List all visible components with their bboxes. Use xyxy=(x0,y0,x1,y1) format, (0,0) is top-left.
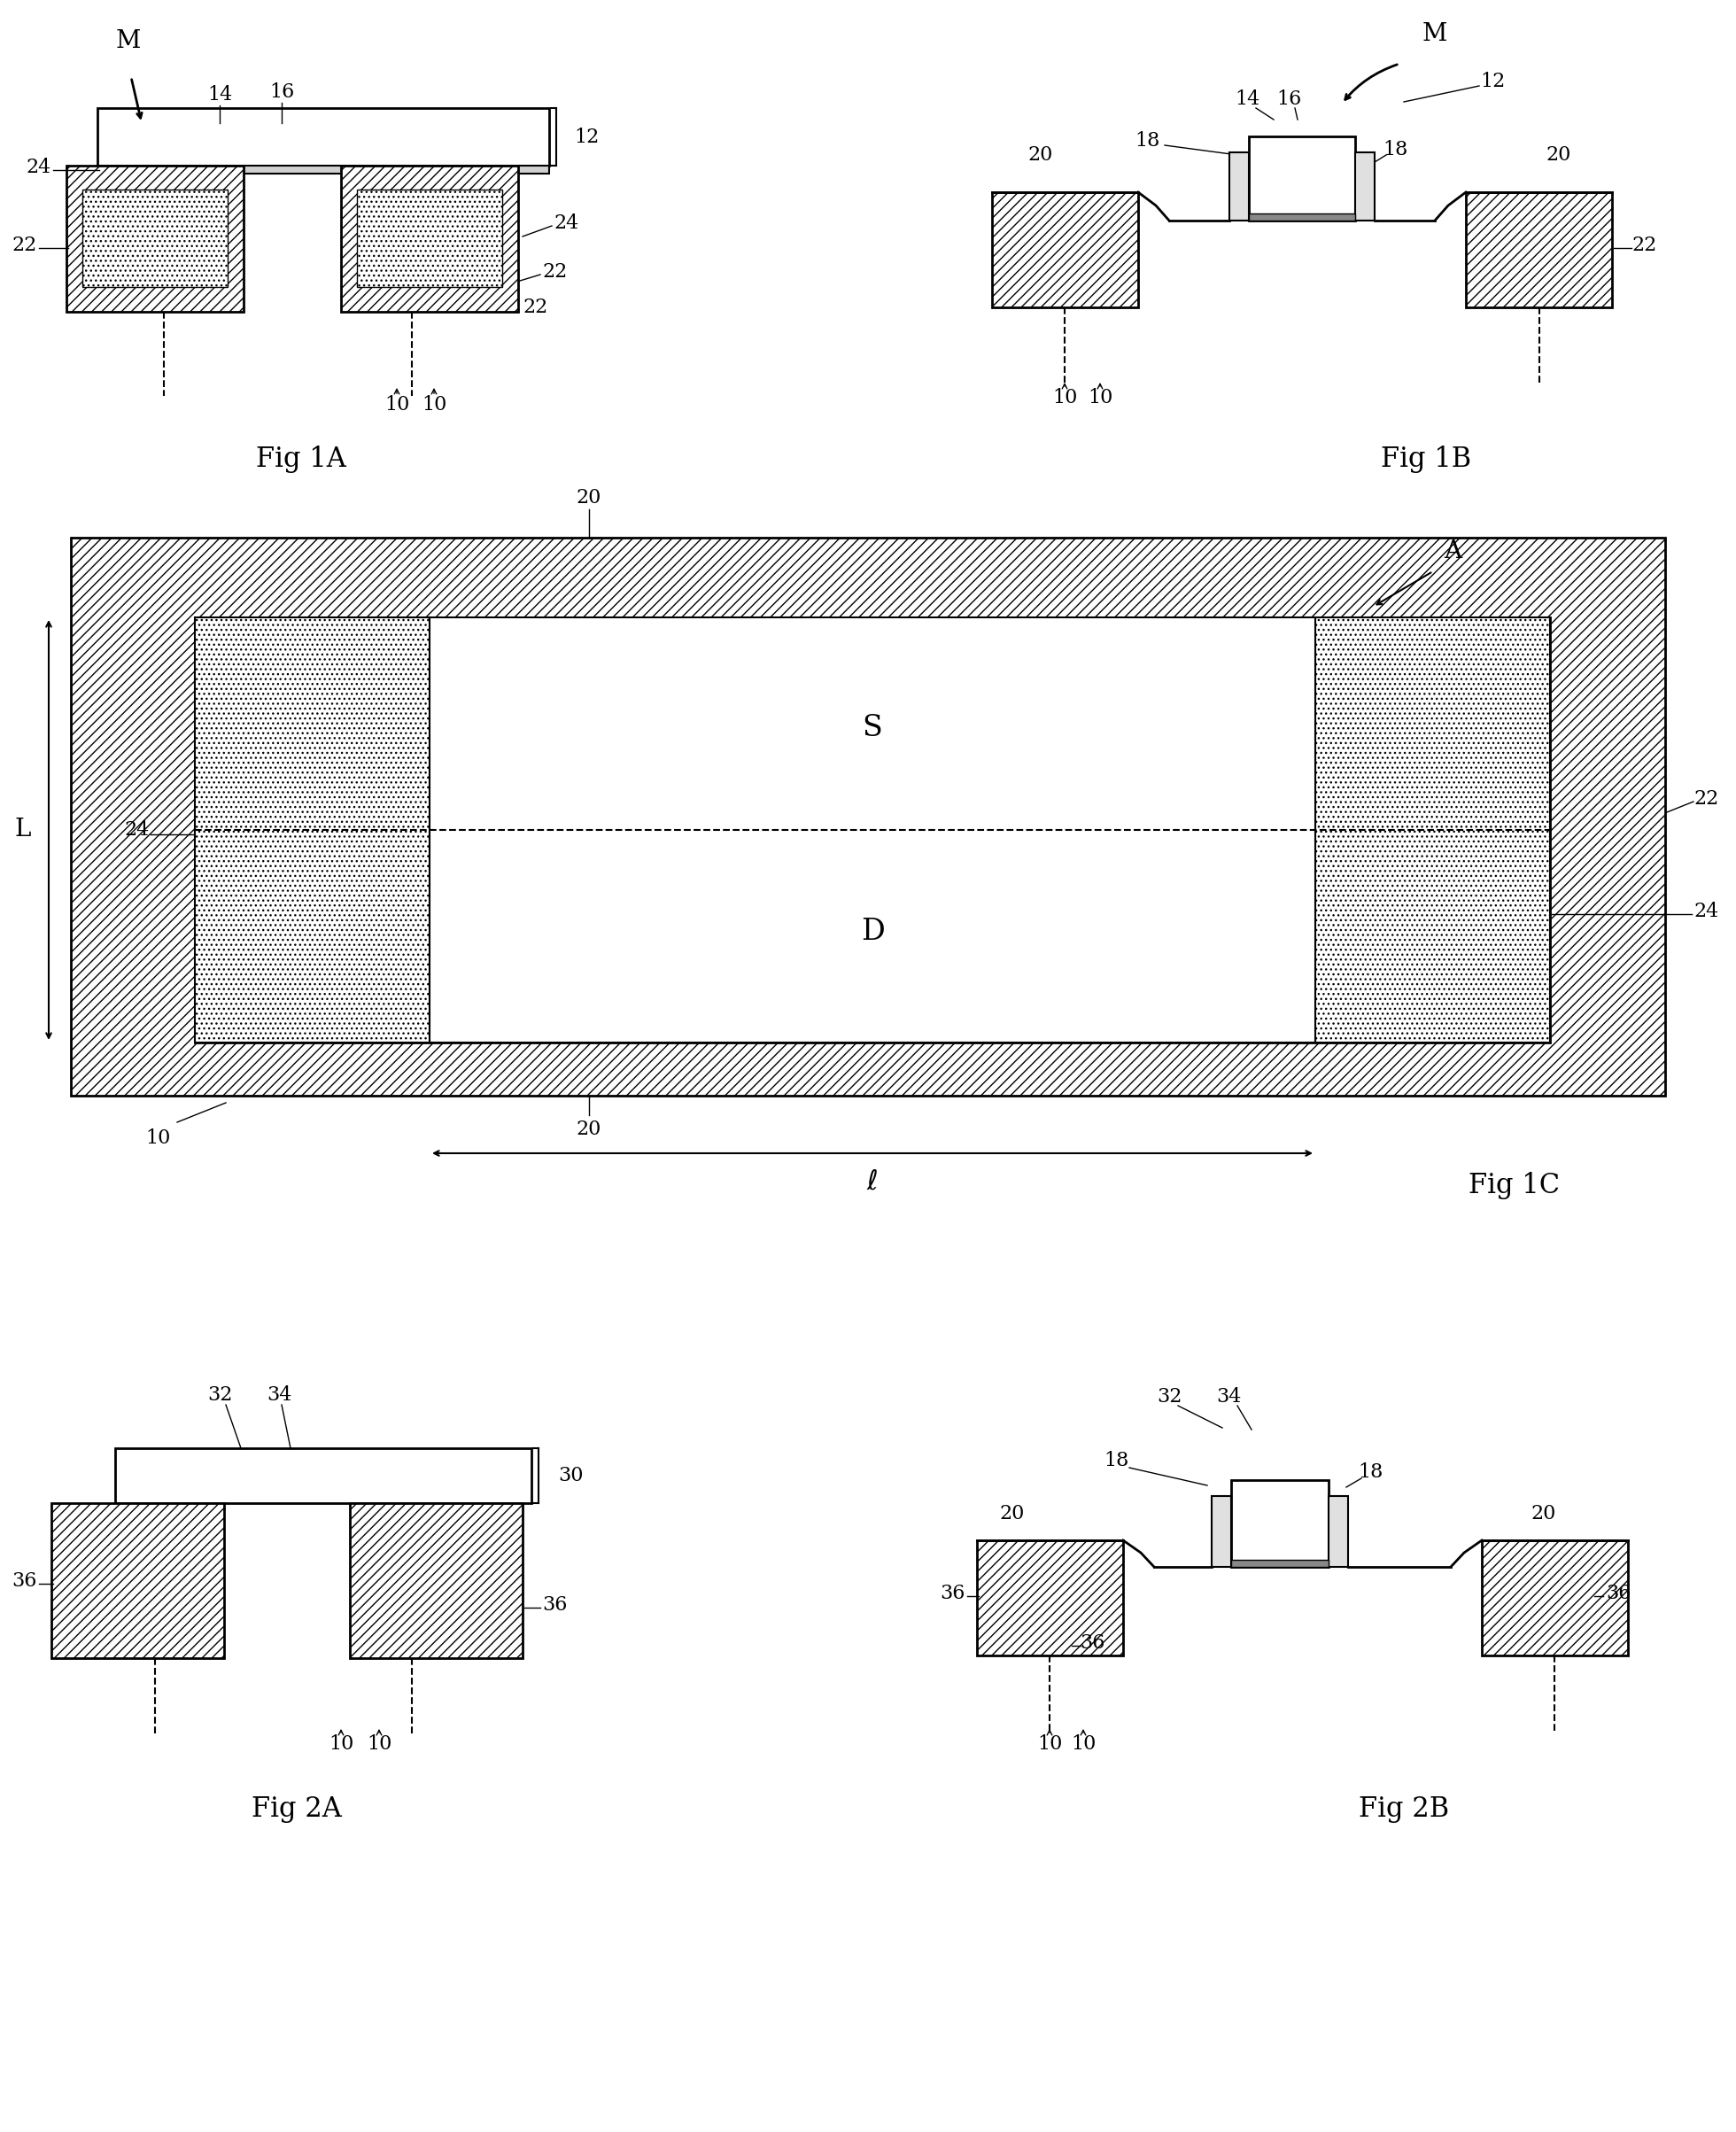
Text: 10: 10 xyxy=(366,1733,392,1755)
Text: 10: 10 xyxy=(1036,1733,1062,1755)
Text: 24: 24 xyxy=(26,158,52,177)
Bar xyxy=(1231,1561,1328,1567)
Text: 20: 20 xyxy=(576,488,602,507)
Text: 20: 20 xyxy=(576,1119,602,1138)
Text: 12: 12 xyxy=(1479,72,1505,92)
Text: 20: 20 xyxy=(1028,145,1054,164)
Bar xyxy=(1316,618,1550,1043)
Bar xyxy=(1229,151,1248,220)
Bar xyxy=(1248,213,1356,220)
Text: 10: 10 xyxy=(384,394,410,414)
Text: 10: 10 xyxy=(328,1733,354,1755)
Text: 20: 20 xyxy=(1547,145,1571,164)
Text: A: A xyxy=(1444,539,1462,563)
Bar xyxy=(1328,1497,1349,1567)
Bar xyxy=(351,1503,523,1659)
Bar xyxy=(97,109,549,166)
Text: 20: 20 xyxy=(1000,1503,1024,1524)
Bar xyxy=(1248,136,1356,220)
Bar xyxy=(82,190,227,288)
Bar xyxy=(52,1503,224,1659)
Text: Fig 2A: Fig 2A xyxy=(252,1795,342,1823)
Bar xyxy=(97,166,549,173)
Text: 22: 22 xyxy=(12,237,36,256)
Text: 10: 10 xyxy=(1087,388,1113,407)
Bar xyxy=(194,618,1550,1043)
Text: 10: 10 xyxy=(1052,388,1078,407)
Text: 34: 34 xyxy=(1215,1388,1241,1407)
Text: 20: 20 xyxy=(1531,1503,1557,1524)
Text: 24: 24 xyxy=(1694,902,1719,921)
Text: 24: 24 xyxy=(125,821,149,840)
Text: 22: 22 xyxy=(542,262,568,281)
Text: 10: 10 xyxy=(146,1128,170,1147)
Bar xyxy=(358,190,502,288)
Text: Fig 1C: Fig 1C xyxy=(1469,1173,1561,1200)
Bar xyxy=(66,166,243,311)
Text: 22: 22 xyxy=(523,298,547,318)
Text: S: S xyxy=(863,714,882,742)
Bar xyxy=(340,166,517,311)
Text: 12: 12 xyxy=(575,128,599,147)
Text: 18: 18 xyxy=(1382,141,1408,160)
Text: 36: 36 xyxy=(941,1584,965,1603)
Bar xyxy=(115,1448,531,1503)
Bar xyxy=(1356,151,1375,220)
Text: 10: 10 xyxy=(1071,1733,1095,1755)
Bar xyxy=(71,537,1665,1096)
Text: 14: 14 xyxy=(1234,90,1260,109)
Bar xyxy=(1231,1480,1328,1567)
Text: 36: 36 xyxy=(1080,1633,1104,1652)
Text: M: M xyxy=(1422,23,1448,47)
Text: 18: 18 xyxy=(1358,1463,1384,1482)
Text: D: D xyxy=(861,917,884,947)
Bar xyxy=(1212,1497,1231,1567)
Text: 36: 36 xyxy=(1606,1584,1630,1603)
Text: $\ell$: $\ell$ xyxy=(866,1168,878,1196)
Bar xyxy=(1465,192,1613,307)
Text: M: M xyxy=(116,30,141,53)
Bar xyxy=(194,618,429,1043)
Text: 16: 16 xyxy=(269,83,293,102)
Text: 32: 32 xyxy=(1156,1388,1182,1407)
Text: Fig 1A: Fig 1A xyxy=(255,446,345,473)
Text: L: L xyxy=(14,819,31,842)
Text: 36: 36 xyxy=(12,1571,36,1590)
Bar xyxy=(429,618,1316,1043)
Bar xyxy=(977,1539,1123,1654)
Bar xyxy=(1483,1539,1628,1654)
Text: 24: 24 xyxy=(554,213,578,232)
Text: 22: 22 xyxy=(1632,237,1656,256)
Text: Fig 2B: Fig 2B xyxy=(1359,1795,1450,1823)
Text: 32: 32 xyxy=(207,1386,233,1405)
Text: 16: 16 xyxy=(1276,90,1302,109)
Text: 34: 34 xyxy=(266,1386,292,1405)
Text: 18: 18 xyxy=(1104,1452,1128,1471)
Text: 18: 18 xyxy=(1134,130,1160,151)
Text: 22: 22 xyxy=(1694,789,1719,808)
Text: 14: 14 xyxy=(207,85,233,104)
Text: Fig 1B: Fig 1B xyxy=(1380,446,1470,473)
Text: 30: 30 xyxy=(557,1467,583,1486)
Bar xyxy=(991,192,1139,307)
Text: 10: 10 xyxy=(422,394,446,414)
Text: 36: 36 xyxy=(542,1595,568,1614)
